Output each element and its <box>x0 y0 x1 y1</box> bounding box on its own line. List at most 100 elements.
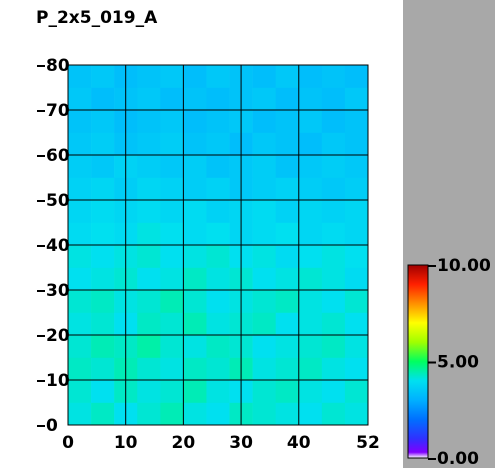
cell <box>252 402 276 426</box>
cell <box>321 110 346 133</box>
cell <box>68 87 92 111</box>
grid <box>67 64 369 426</box>
y-tick-label: 20 <box>46 326 70 346</box>
cell <box>183 200 207 223</box>
cell <box>183 132 207 156</box>
cell <box>183 177 207 201</box>
cell <box>160 110 184 133</box>
cell <box>68 312 92 336</box>
cell <box>344 132 369 156</box>
cell <box>160 200 184 223</box>
cell <box>344 155 369 178</box>
cell <box>137 132 161 156</box>
cell <box>252 177 276 201</box>
cell <box>68 132 92 156</box>
cell <box>206 357 230 381</box>
cell <box>298 312 323 336</box>
cell <box>206 245 230 268</box>
cell <box>275 110 300 133</box>
cell <box>298 87 323 111</box>
cell <box>183 290 207 313</box>
cell <box>206 65 230 88</box>
cell <box>252 132 276 156</box>
cell <box>68 380 92 403</box>
cell <box>275 177 300 201</box>
cell <box>321 380 346 403</box>
cell <box>252 312 276 336</box>
cell <box>91 155 115 178</box>
cell <box>275 290 300 313</box>
cell <box>137 200 161 223</box>
chart-title: P_2x5_019_A <box>36 8 158 28</box>
cell <box>298 402 323 426</box>
cell <box>68 290 92 313</box>
cell <box>298 132 323 156</box>
cell <box>137 357 161 381</box>
cell <box>206 155 230 178</box>
cell <box>160 267 184 291</box>
cell <box>344 177 369 201</box>
cell <box>206 335 230 358</box>
cell <box>91 132 115 156</box>
cell <box>298 335 323 358</box>
heatmap-cells <box>68 65 369 426</box>
cell <box>298 357 323 381</box>
cell <box>206 177 230 201</box>
cell <box>160 290 184 313</box>
cell <box>252 87 276 111</box>
cell <box>68 357 92 381</box>
cell <box>137 222 161 246</box>
cell <box>275 200 300 223</box>
cell <box>68 65 92 88</box>
cell <box>91 267 115 291</box>
cell <box>183 245 207 268</box>
cell <box>206 87 230 111</box>
cell <box>183 222 207 246</box>
cell <box>137 65 161 88</box>
cell <box>298 245 323 268</box>
cell <box>298 222 323 246</box>
x-tick-label: 40 <box>287 433 311 453</box>
cell <box>321 357 346 381</box>
cell <box>321 155 346 178</box>
cell <box>252 222 276 246</box>
cell <box>137 267 161 291</box>
cell <box>160 87 184 111</box>
cell <box>206 222 230 246</box>
cell <box>68 335 92 358</box>
cell <box>183 402 207 426</box>
cell <box>344 222 369 246</box>
cell <box>68 177 92 201</box>
colorbar-tick-label: 0.00 <box>437 449 479 468</box>
cell <box>321 402 346 426</box>
cell <box>344 65 369 88</box>
cell <box>275 357 300 381</box>
cell <box>344 267 369 291</box>
cell <box>206 312 230 336</box>
cell <box>252 335 276 358</box>
cell <box>137 87 161 111</box>
cell <box>183 380 207 403</box>
cell <box>275 222 300 246</box>
cell <box>252 380 276 403</box>
cell <box>206 290 230 313</box>
y-tick-label: 40 <box>46 236 70 256</box>
cell <box>137 177 161 201</box>
y-tick-label: 80 <box>46 56 70 76</box>
cell <box>321 335 346 358</box>
x-tick-label: 10 <box>114 433 138 453</box>
cell <box>160 222 184 246</box>
cell <box>183 312 207 336</box>
cell <box>344 200 369 223</box>
cell <box>275 380 300 403</box>
colorbar <box>407 264 429 459</box>
cell <box>68 155 92 178</box>
cell <box>91 402 115 426</box>
cell <box>160 380 184 403</box>
cell <box>91 357 115 381</box>
cell <box>137 312 161 336</box>
cell <box>275 245 300 268</box>
cell <box>160 155 184 178</box>
y-tick-label: 70 <box>46 101 70 121</box>
